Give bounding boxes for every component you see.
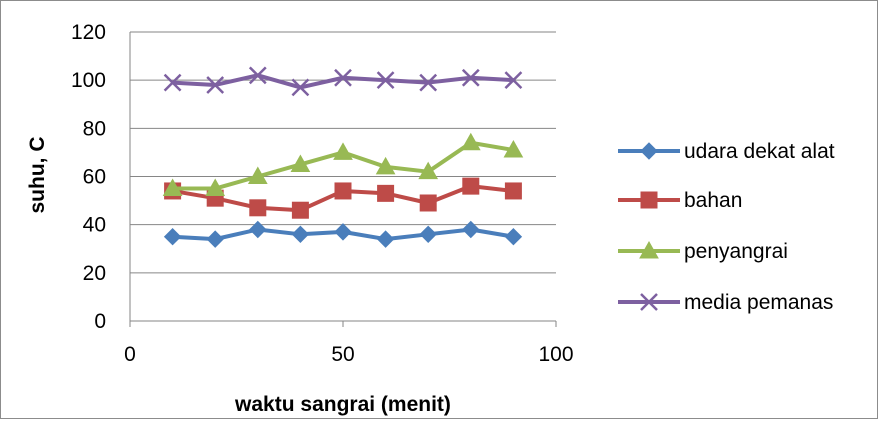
data-point (460, 132, 481, 151)
data-point (334, 68, 352, 87)
data-point (376, 230, 395, 248)
legend-marker (639, 240, 659, 259)
legend-entry: bahan (618, 189, 742, 212)
legend-label: media pemanas (684, 291, 833, 314)
data-point (291, 78, 310, 97)
x-tick-label: 50 (331, 343, 354, 366)
series-layer (162, 66, 524, 248)
data-point (461, 68, 480, 87)
data-point (248, 66, 267, 85)
legend-label: penyangrai (684, 240, 788, 263)
data-point (504, 71, 523, 90)
legend-marker (640, 191, 658, 209)
data-point (163, 73, 182, 92)
data-point (418, 161, 439, 180)
data-point (249, 220, 267, 239)
data-point (206, 230, 224, 248)
legend-label: bahan (684, 189, 742, 212)
data-point (333, 142, 353, 160)
data-point (419, 225, 437, 244)
data-point (334, 223, 352, 241)
data-point (205, 178, 226, 197)
data-point (290, 154, 311, 172)
data-point (376, 71, 395, 90)
data-point (419, 194, 437, 212)
x-axis-label: waktu sangrai (menit) (234, 393, 451, 416)
data-point (163, 228, 182, 246)
data-point (462, 177, 480, 195)
axes: 0 20 40 60 80 100 120 0 50 100 (71, 21, 574, 366)
data-point (247, 166, 268, 184)
series-penyangrai (162, 132, 524, 197)
legend-label: udara dekat alat (684, 140, 835, 163)
data-point (462, 220, 480, 239)
series-udara-dekat-alat (163, 220, 523, 248)
data-point (334, 182, 352, 200)
data-point (375, 156, 396, 175)
data-point (206, 76, 225, 94)
data-point (249, 199, 267, 217)
x-tick-label: 0 (124, 343, 136, 366)
legend: udara dekat alat bahan penyangrai media pem… (618, 140, 835, 314)
y-tick-label: 20 (83, 262, 106, 285)
y-tick-label: 40 (83, 214, 106, 237)
data-point (419, 73, 438, 92)
gridlines (130, 31, 556, 274)
y-tick-label: 120 (71, 21, 106, 44)
x-tick-label: 100 (538, 343, 573, 366)
legend-entry: udara dekat alat (618, 140, 835, 163)
data-point (291, 225, 310, 244)
data-point (291, 201, 309, 219)
data-point (162, 178, 183, 197)
legend-marker (640, 293, 658, 311)
data-point (503, 139, 524, 158)
data-point (377, 184, 395, 202)
data-point (504, 182, 522, 200)
series-media-pemanas (163, 66, 523, 97)
legend-entry: media pemanas (618, 291, 833, 314)
y-tick-label: 60 (83, 166, 106, 189)
y-axis-label: suhu, C (26, 137, 49, 214)
legend-entry: penyangrai (618, 240, 788, 263)
y-tick-label: 100 (71, 69, 106, 92)
y-tick-label: 80 (83, 117, 106, 140)
legend-marker (640, 142, 658, 160)
data-point (504, 228, 523, 246)
y-tick-label: 0 (94, 310, 106, 333)
